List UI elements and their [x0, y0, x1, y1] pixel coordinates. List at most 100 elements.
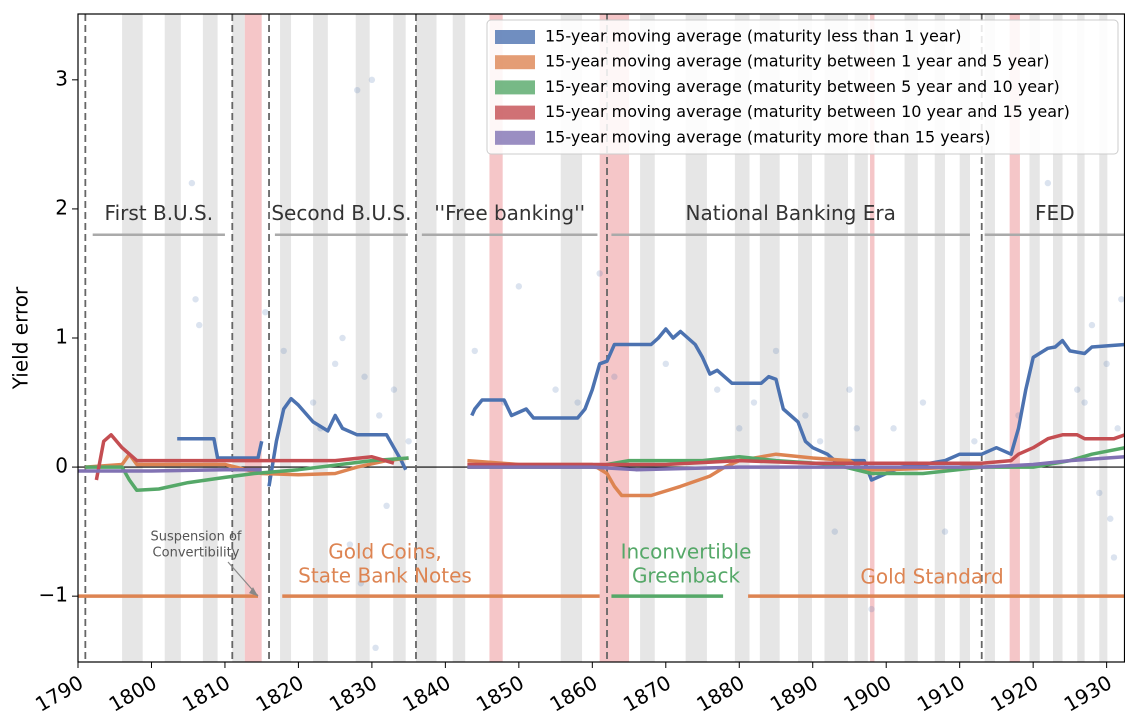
x-tick-label: 1930 — [1060, 670, 1116, 713]
regime-label: Gold Coins, — [328, 540, 442, 564]
x-tick-label: 1830 — [325, 670, 381, 713]
shade-band — [164, 14, 181, 662]
scatter-point — [1114, 425, 1121, 432]
scatter-point — [280, 347, 287, 355]
legend-label: 15-year moving average (maturity between… — [545, 52, 1050, 71]
scatter-point — [853, 425, 861, 432]
shade-band — [560, 14, 583, 662]
shade-band — [798, 14, 813, 662]
scatter-point — [405, 438, 412, 445]
shade-band — [122, 14, 143, 662]
scatter-point — [611, 373, 618, 380]
scatter-point — [736, 425, 743, 432]
series-line — [94, 433, 1125, 481]
scatter-point — [196, 321, 203, 329]
scatter-point — [1081, 399, 1088, 406]
legend-swatch — [495, 130, 535, 145]
scatter-point — [1074, 386, 1081, 393]
shade-band — [854, 14, 868, 662]
y-tick-label: −1 — [39, 583, 68, 607]
shade-band — [280, 14, 292, 662]
shade-band — [1077, 14, 1085, 662]
x-tick-label: 1880 — [692, 670, 748, 713]
scatter-point — [361, 373, 368, 380]
shade-band — [959, 14, 970, 662]
scatter-point — [941, 528, 949, 535]
legend-swatch — [495, 55, 535, 70]
scatter-point — [354, 86, 361, 94]
x-tick-label: 1870 — [619, 670, 675, 713]
scatter-point — [368, 76, 376, 84]
shade-band — [984, 14, 995, 662]
legend-label: 15-year moving average (maturity more th… — [545, 127, 990, 146]
shade-band — [1099, 14, 1108, 662]
legend-label: 15-year moving average (maturity less th… — [545, 27, 961, 46]
scatter-point — [1103, 360, 1110, 368]
scatter-point — [346, 541, 354, 548]
scatter-point — [192, 296, 199, 303]
scatter-point — [714, 386, 721, 393]
scatter-point — [357, 580, 365, 587]
era-label: FED — [1035, 201, 1075, 225]
legend-label: 15-year moving average (maturity between… — [545, 77, 1060, 96]
shade-band — [232, 14, 245, 662]
x-tick-label: 1900 — [839, 670, 895, 713]
era-label: National Banking Era — [686, 201, 896, 225]
regime-label: Gold Standard — [860, 565, 1003, 589]
scatter-point — [1044, 179, 1052, 187]
scatter-point — [383, 502, 390, 510]
y-tick-label: 0 — [55, 454, 68, 478]
shade-band — [489, 14, 503, 662]
scatter-point — [816, 438, 824, 445]
shade-band — [870, 14, 875, 662]
regime-label: Greenback — [632, 564, 741, 588]
x-tick-label: 1850 — [472, 670, 528, 713]
shade-band — [1052, 14, 1063, 662]
era-label: First B.U.S. — [105, 201, 214, 225]
scatter-point — [372, 644, 379, 652]
era-label: Second B.U.S. — [271, 201, 411, 225]
scatter-point — [471, 347, 478, 355]
annotation-text: Suspension of — [151, 530, 242, 545]
x-tick-label: 1810 — [178, 670, 234, 713]
scatter-point — [339, 334, 346, 342]
y-tick-label: 2 — [55, 195, 68, 219]
x-tick-label: 1800 — [105, 670, 161, 713]
scatter-point — [552, 386, 559, 393]
annotation-text: Convertibility — [153, 546, 240, 561]
y-axis-label: Yield error — [9, 286, 33, 390]
scatter-point — [890, 425, 897, 432]
regime-label: State Bank Notes — [298, 564, 472, 588]
scatter-point — [188, 179, 196, 187]
legend-swatch — [495, 80, 535, 95]
scatter-point — [971, 438, 978, 445]
legend-swatch — [495, 105, 535, 120]
scatter-point — [1088, 321, 1096, 329]
shade-band — [415, 14, 437, 662]
legend-box — [486, 19, 1119, 155]
x-tick-label: 1920 — [986, 670, 1042, 713]
shade-band — [685, 14, 707, 662]
scatter-point — [831, 528, 838, 535]
scatter-point — [750, 399, 758, 406]
shade-band — [452, 14, 466, 662]
legend-swatch — [495, 30, 535, 44]
legend-label: 15-year moving average (maturity between… — [545, 102, 1070, 121]
x-tick-label: 1890 — [766, 670, 822, 713]
scatter-point — [868, 605, 875, 613]
x-tick-label: 1840 — [399, 670, 455, 713]
legend: 15-year moving average (maturity less th… — [486, 19, 1119, 155]
x-tick-label: 1910 — [913, 670, 969, 713]
shade-band — [355, 14, 370, 662]
scatter-point — [515, 283, 523, 290]
shade-band — [1009, 14, 1020, 662]
shade-band — [244, 14, 262, 662]
era-label: ''Free banking'' — [434, 201, 585, 225]
scatter-point — [1110, 554, 1118, 561]
scatter-point — [331, 360, 339, 368]
x-tick-label: 1820 — [252, 670, 308, 713]
scatter-point — [772, 347, 780, 355]
series-line — [78, 455, 1125, 473]
scatter-point — [596, 270, 603, 277]
